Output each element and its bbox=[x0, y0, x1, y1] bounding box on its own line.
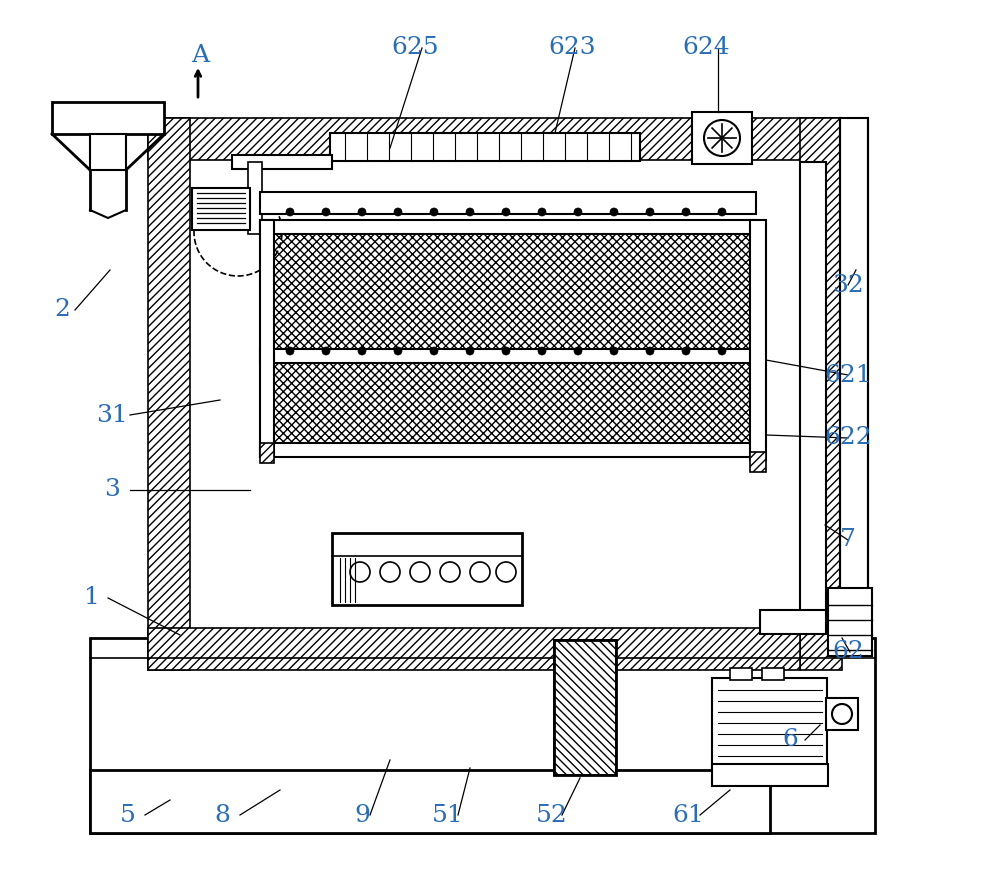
Text: 62: 62 bbox=[832, 640, 864, 663]
Bar bbox=[52, 102, 164, 134]
Text: 622: 622 bbox=[824, 426, 872, 449]
Bar bbox=[800, 162, 826, 624]
Bar bbox=[712, 678, 827, 768]
Bar bbox=[232, 155, 332, 169]
Bar bbox=[332, 533, 522, 605]
Bar bbox=[90, 134, 126, 170]
Bar bbox=[762, 668, 784, 680]
Bar bbox=[554, 640, 616, 775]
Circle shape bbox=[502, 347, 510, 355]
Circle shape bbox=[610, 208, 618, 216]
Bar bbox=[260, 443, 274, 463]
Circle shape bbox=[322, 347, 330, 355]
Circle shape bbox=[322, 208, 330, 216]
Circle shape bbox=[496, 562, 516, 582]
Circle shape bbox=[538, 208, 546, 216]
Circle shape bbox=[358, 208, 366, 216]
Bar bbox=[750, 452, 766, 472]
Bar bbox=[260, 443, 756, 457]
Circle shape bbox=[718, 347, 726, 355]
Text: 31: 31 bbox=[96, 404, 128, 426]
Circle shape bbox=[358, 347, 366, 355]
Bar bbox=[260, 349, 756, 363]
Circle shape bbox=[832, 704, 852, 724]
Text: 623: 623 bbox=[548, 36, 596, 59]
Circle shape bbox=[574, 208, 582, 216]
Bar bbox=[148, 118, 842, 160]
Bar bbox=[828, 588, 872, 656]
Bar bbox=[692, 112, 752, 164]
Text: A: A bbox=[191, 43, 209, 66]
Bar bbox=[248, 162, 262, 234]
Text: 624: 624 bbox=[682, 36, 730, 59]
Bar bbox=[90, 770, 770, 833]
Circle shape bbox=[350, 562, 370, 582]
Bar bbox=[840, 118, 868, 628]
Bar bbox=[190, 160, 800, 628]
Bar bbox=[730, 668, 752, 680]
Circle shape bbox=[682, 347, 690, 355]
Circle shape bbox=[394, 208, 402, 216]
Circle shape bbox=[430, 347, 438, 355]
Circle shape bbox=[286, 347, 294, 355]
Bar bbox=[148, 628, 800, 670]
Text: 625: 625 bbox=[391, 36, 439, 59]
Text: 5: 5 bbox=[120, 804, 136, 826]
Bar bbox=[750, 220, 766, 460]
Bar bbox=[740, 764, 800, 780]
Circle shape bbox=[380, 562, 400, 582]
Bar bbox=[90, 638, 875, 833]
Bar bbox=[760, 610, 826, 634]
Circle shape bbox=[502, 208, 510, 216]
Text: 1: 1 bbox=[84, 586, 100, 609]
Circle shape bbox=[286, 208, 294, 216]
Circle shape bbox=[646, 208, 654, 216]
Circle shape bbox=[646, 347, 654, 355]
Text: 6: 6 bbox=[782, 728, 798, 751]
Bar bbox=[260, 220, 756, 234]
Bar bbox=[260, 234, 756, 349]
Circle shape bbox=[466, 347, 474, 355]
Bar bbox=[330, 133, 640, 161]
Circle shape bbox=[394, 347, 402, 355]
Circle shape bbox=[682, 208, 690, 216]
Text: 7: 7 bbox=[840, 529, 856, 552]
Text: 2: 2 bbox=[54, 298, 70, 321]
Circle shape bbox=[430, 208, 438, 216]
Circle shape bbox=[718, 208, 726, 216]
Circle shape bbox=[470, 562, 490, 582]
Text: 8: 8 bbox=[214, 804, 230, 826]
Circle shape bbox=[610, 347, 618, 355]
Text: 51: 51 bbox=[432, 804, 464, 826]
Circle shape bbox=[466, 208, 474, 216]
Bar bbox=[554, 640, 616, 775]
Bar bbox=[712, 764, 828, 786]
Circle shape bbox=[574, 347, 582, 355]
Text: 621: 621 bbox=[824, 364, 872, 387]
Bar bbox=[826, 698, 858, 730]
Text: 3: 3 bbox=[104, 479, 120, 502]
Text: 61: 61 bbox=[672, 804, 704, 826]
Text: 52: 52 bbox=[536, 804, 568, 826]
Circle shape bbox=[538, 347, 546, 355]
Bar bbox=[800, 118, 842, 670]
Bar bbox=[192, 188, 250, 230]
Bar bbox=[260, 220, 274, 457]
Circle shape bbox=[440, 562, 460, 582]
Bar bbox=[260, 363, 756, 443]
Bar bbox=[148, 118, 190, 670]
Text: 9: 9 bbox=[354, 804, 370, 826]
Circle shape bbox=[704, 120, 740, 156]
Circle shape bbox=[410, 562, 430, 582]
Text: 32: 32 bbox=[832, 274, 864, 297]
Bar bbox=[260, 192, 756, 214]
